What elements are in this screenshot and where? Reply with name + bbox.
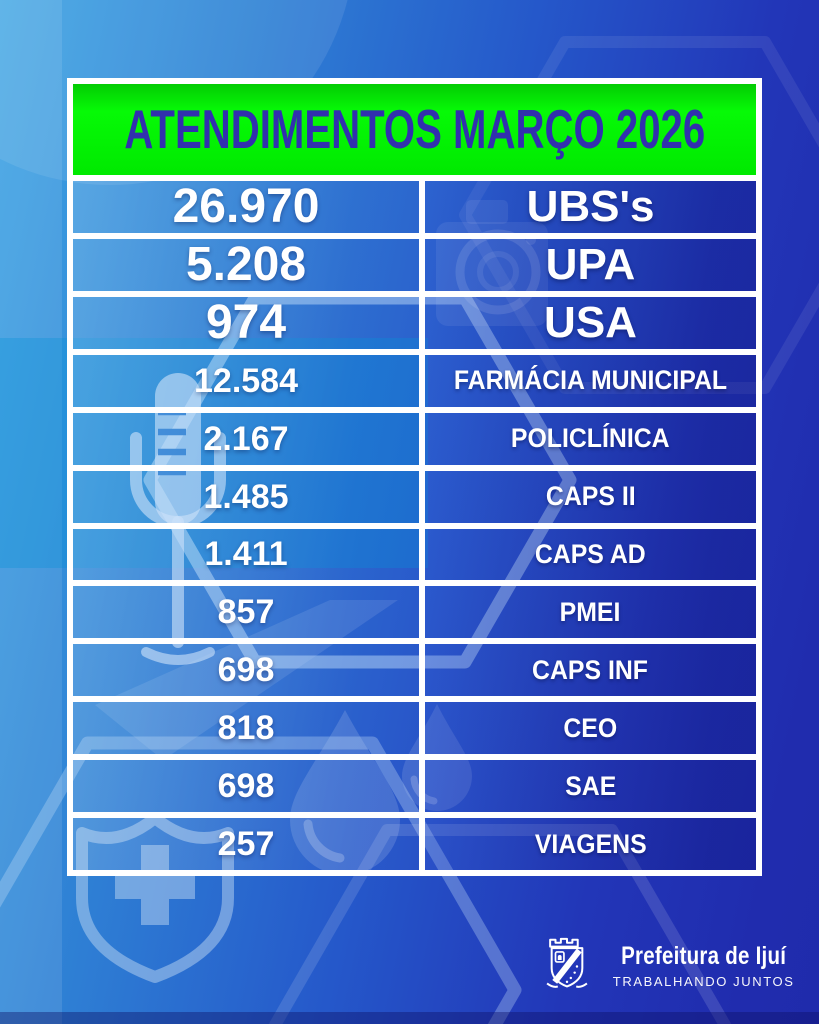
attendance-unit-label: POLICLÍNICA xyxy=(511,423,670,454)
attendance-table: ATENDIMENTOS MARÇO 2026 26.970 UBS's 5.2… xyxy=(67,78,762,876)
shield-cross-icon xyxy=(76,812,234,983)
attendance-value-cell: 1.411 xyxy=(70,525,422,584)
bottom-dark-band xyxy=(0,1012,819,1024)
org-name: Prefeitura de Ijuí xyxy=(621,941,787,970)
attendance-unit-label: USA xyxy=(544,297,637,347)
hexagon-outline-top-right xyxy=(459,36,819,394)
attendance-value-cell: 257 xyxy=(70,815,422,873)
attendance-unit-label: CEO xyxy=(563,712,618,743)
attendance-unit-cell: PMEI xyxy=(422,583,759,642)
attendance-value-cell: 5.208 xyxy=(70,235,422,294)
attendance-value-cell: 1.485 xyxy=(70,467,422,526)
attendance-value: 974 xyxy=(205,295,287,349)
attendance-unit-label: UBS's xyxy=(526,181,655,231)
footer-logo: Prefeitura de Ijuí TRABALHANDO JUNTOS xyxy=(544,934,804,996)
attendance-value: 857 xyxy=(217,593,275,632)
attendance-unit-cell: CAPS INF xyxy=(422,641,759,700)
attendance-unit-cell: FARMÁCIA MUNICIPAL xyxy=(422,351,759,410)
attendance-unit-label: UPA xyxy=(545,239,636,289)
attendance-value-cell: 26.970 xyxy=(70,178,422,236)
attendance-unit-cell: VIAGENS xyxy=(422,815,759,873)
hexagon-outline-bottom-center xyxy=(269,824,731,1024)
attendance-unit-cell: CAPS AD xyxy=(422,525,759,584)
attendance-unit-label: CAPS AD xyxy=(535,538,646,569)
attendance-unit-cell: CAPS II xyxy=(422,467,759,526)
attendance-value: 1.485 xyxy=(203,477,289,516)
attendance-value: 26.970 xyxy=(172,179,320,233)
attendance-unit-label: VIAGENS xyxy=(534,828,647,859)
hexagon-outline-mid xyxy=(143,291,577,669)
attendance-value: 2.167 xyxy=(203,419,289,458)
attendance-unit-cell: USA xyxy=(422,293,759,352)
table-title: ATENDIMENTOS MARÇO 2026 xyxy=(124,98,705,160)
footer-text: Prefeitura de Ijuí TRABALHANDO JUNTOS xyxy=(603,942,804,989)
hexagon-outline-bottom-left xyxy=(0,736,522,1024)
attendance-value-cell: 818 xyxy=(70,699,422,758)
attendance-value-cell: 974 xyxy=(70,293,422,352)
attendance-unit-cell: UBS's xyxy=(422,178,759,236)
attendance-unit-cell: SAE xyxy=(422,757,759,816)
attendance-value: 12.584 xyxy=(194,361,298,400)
attendance-value: 1.411 xyxy=(204,535,288,574)
attendance-value-cell: 857 xyxy=(70,583,422,642)
left-strip xyxy=(0,0,62,1024)
attendance-unit-cell: POLICLÍNICA xyxy=(422,409,759,468)
attendance-unit-label: CAPS INF xyxy=(532,654,649,685)
org-tagline: TRABALHANDO JUNTOS xyxy=(612,973,795,989)
attendance-unit-label: CAPS II xyxy=(545,481,636,512)
attendance-unit-cell: UPA xyxy=(422,235,759,294)
attendance-unit-label: PMEI xyxy=(560,596,621,627)
attendance-value: 5.208 xyxy=(185,237,307,291)
attendance-value: 698 xyxy=(217,767,275,806)
attendance-value-cell: 698 xyxy=(70,757,422,816)
attendance-unit-label: FARMÁCIA MUNICIPAL xyxy=(453,365,728,396)
city-crest-icon xyxy=(546,937,588,988)
attendance-value: 257 xyxy=(217,825,275,864)
attendance-value: 698 xyxy=(217,651,275,690)
attendance-value: 818 xyxy=(217,709,275,748)
attendance-value-cell: 2.167 xyxy=(70,409,422,468)
attendance-unit-label: SAE xyxy=(564,770,617,801)
attendance-unit-cell: CEO xyxy=(422,699,759,758)
attendance-value-cell: 12.584 xyxy=(70,351,422,410)
attendance-value-cell: 698 xyxy=(70,641,422,700)
table-title-cell: ATENDIMENTOS MARÇO 2026 xyxy=(70,81,759,178)
